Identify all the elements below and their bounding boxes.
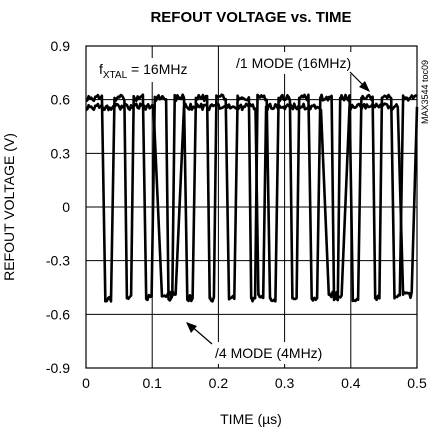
grid — [86, 46, 417, 368]
x-tick-label: 0 — [82, 375, 90, 391]
x-tick-label: 0.5 — [407, 375, 427, 391]
y-tick-label: 0.3 — [51, 145, 71, 161]
x-tick-label: 0.1 — [142, 375, 162, 391]
plot-frame — [85, 45, 418, 369]
annotation-backdrop-mode1 — [230, 52, 358, 74]
x-axis-title: TIME (µs) — [220, 411, 282, 427]
series-layer — [85, 93, 419, 303]
annotation-fxtal-value: = 16MHz — [127, 61, 187, 77]
y-tick-label: -0.9 — [46, 360, 70, 376]
part-tag: MAX3544 toc09 — [420, 60, 430, 124]
y-tick-label: -0.3 — [46, 253, 70, 269]
x-tick-label: 0.2 — [209, 375, 229, 391]
series-mode-4 — [85, 102, 419, 300]
x-tick-label: 0.3 — [275, 375, 295, 391]
y-tick-label: -0.6 — [46, 306, 70, 322]
x-axis-ticks: 0 0.1 0.2 0.3 0.4 0.5 — [82, 375, 427, 391]
annotation-fxtal-f: f — [99, 61, 103, 77]
y-tick-label: 0.6 — [51, 92, 71, 108]
chart-title: REFOUT VOLTAGE vs. TIME — [150, 9, 351, 26]
series-mode-1 — [85, 93, 418, 303]
annotation-mode4-arrowhead — [186, 322, 197, 333]
annotation-mode1-arrowhead — [359, 81, 370, 92]
y-axis-ticks: 0.9 0.6 0.3 0 -0.3 -0.6 -0.9 — [46, 38, 70, 376]
y-tick-label: 0 — [62, 199, 70, 215]
annotation-mode1: /1 MODE (16MHz) — [236, 55, 351, 71]
x-tick-label: 0.4 — [341, 375, 361, 391]
y-axis-title: REFOUT VOLTAGE (V) — [1, 133, 17, 281]
annotation-fxtal-sub: XTAL — [103, 70, 128, 81]
annotation-backdrop-mode4 — [210, 342, 340, 364]
y-tick-label: 0.9 — [51, 38, 71, 54]
annotation-mode4: /4 MODE (4MHz) — [215, 345, 322, 361]
annotation-fxtal: fXTAL = 16MHz — [99, 61, 187, 81]
annotation-backdrop-fxtal — [94, 58, 204, 82]
